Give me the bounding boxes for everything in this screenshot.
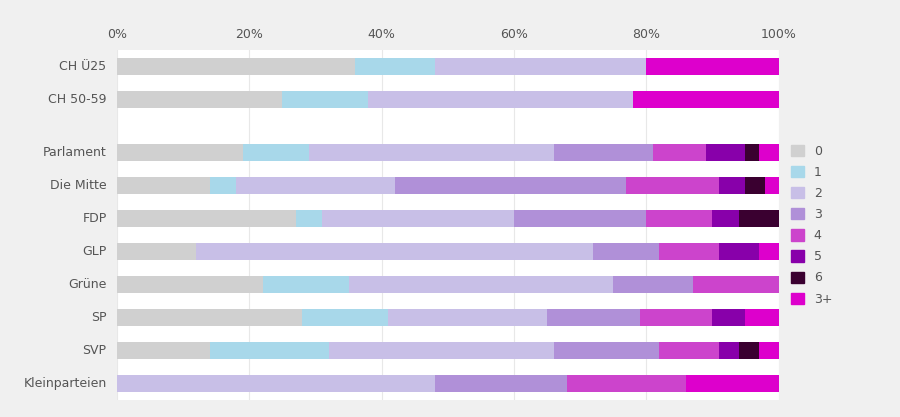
Bar — [117, 210, 295, 227]
Bar — [210, 177, 236, 194]
Bar — [309, 144, 554, 161]
Bar — [435, 58, 646, 75]
Bar — [295, 210, 322, 227]
Bar — [243, 144, 309, 161]
Bar — [765, 177, 778, 194]
Bar — [117, 58, 356, 75]
Bar — [759, 342, 778, 359]
Bar — [646, 58, 778, 75]
Bar — [117, 177, 210, 194]
Bar — [739, 210, 778, 227]
Bar — [210, 342, 328, 359]
Bar — [745, 144, 759, 161]
Bar — [759, 144, 778, 161]
Bar — [196, 243, 593, 260]
Bar — [514, 210, 646, 227]
Bar — [660, 342, 719, 359]
Bar — [745, 309, 778, 326]
Bar — [593, 243, 660, 260]
Bar — [117, 144, 243, 161]
Bar — [117, 243, 196, 260]
Bar — [633, 91, 778, 108]
Bar — [356, 58, 435, 75]
Bar — [117, 276, 263, 293]
Bar — [719, 243, 759, 260]
Bar — [626, 177, 719, 194]
Bar — [660, 243, 719, 260]
Bar — [328, 342, 554, 359]
Bar — [236, 177, 395, 194]
Bar — [646, 210, 713, 227]
Bar — [713, 210, 739, 227]
Bar — [686, 375, 778, 392]
Bar — [567, 375, 686, 392]
Bar — [388, 309, 547, 326]
Bar — [117, 91, 283, 108]
Bar — [713, 309, 745, 326]
Bar — [435, 375, 567, 392]
Bar — [117, 309, 302, 326]
Bar — [554, 342, 660, 359]
Bar — [706, 144, 745, 161]
Bar — [117, 342, 210, 359]
Bar — [368, 91, 633, 108]
Bar — [302, 309, 388, 326]
Bar — [283, 91, 368, 108]
Bar — [554, 144, 652, 161]
Bar — [652, 144, 706, 161]
Bar — [117, 375, 435, 392]
Bar — [322, 210, 514, 227]
Bar — [395, 177, 626, 194]
Bar — [547, 309, 640, 326]
Legend: 0, 1, 2, 3, 4, 5, 6, 3+: 0, 1, 2, 3, 4, 5, 6, 3+ — [791, 145, 832, 306]
Bar — [745, 177, 765, 194]
Bar — [719, 342, 739, 359]
Bar — [640, 309, 713, 326]
Bar — [613, 276, 692, 293]
Bar — [263, 276, 348, 293]
Bar — [759, 243, 778, 260]
Bar — [348, 276, 613, 293]
Bar — [719, 177, 745, 194]
Bar — [739, 342, 759, 359]
Bar — [692, 276, 778, 293]
